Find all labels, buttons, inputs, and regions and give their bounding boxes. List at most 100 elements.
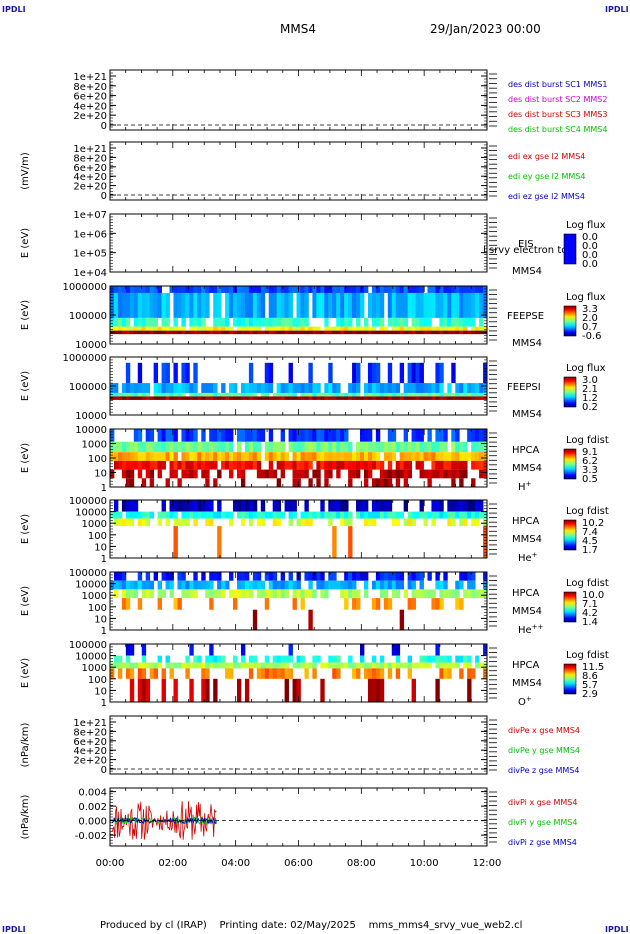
spectrogram-cell [149,452,155,461]
spectrogram-cell [403,383,409,393]
spectrogram-cell [213,511,218,519]
spectrogram-cell [360,655,365,663]
y-tick-label: 8e+20 [73,727,107,738]
spectrogram-cell [403,500,409,512]
spectrogram-cell [304,317,309,327]
spectrogram-cell [157,452,162,461]
y-tick-label: 10000 [75,508,107,519]
spectrogram-cell [276,292,282,318]
spectrogram-cell [280,662,286,669]
spectrogram-cell [292,317,297,327]
spectrogram-cell [240,326,246,331]
spectrogram-cell [451,518,456,527]
spectrogram-cell [328,511,333,519]
spectrogram-cell [447,589,452,599]
spectrogram-cell [260,500,266,512]
spectrogram-cell [320,396,325,400]
spectrogram-cell [233,460,238,470]
spectrogram-cell [443,292,448,318]
spectrogram-cell [459,330,464,335]
spectrogram-cell [276,500,282,512]
spectrogram-cell [197,580,202,590]
spectrogram-cell [244,460,250,470]
spectrogram-cell [316,441,321,453]
spectrogram-cell [141,286,147,293]
spectrogram-cell [455,511,460,519]
spectrogram-cell [316,286,321,293]
spectrogram-cell [304,511,309,519]
spectrogram-cell [387,392,393,397]
spectrogram-cell [427,326,432,331]
spectrogram-cell [260,286,266,293]
spectrogram-cell [379,317,385,327]
spectrogram-cell [221,655,226,663]
spectrogram-cell [217,326,222,331]
y-tick-label: 4e+20 [73,172,107,183]
spectrogram-cell [363,330,369,335]
spectrogram-hpca [110,572,488,630]
spectrogram-cell [252,383,258,393]
spectrogram-cell [296,678,301,702]
spectrogram-cell [110,429,115,442]
spectrogram-cell [371,330,377,335]
spectrogram-cell [447,518,452,527]
spectrogram-cell [304,518,309,527]
spectrogram-cell [137,429,143,442]
spectrogram-cell [395,326,401,331]
spectrogram-cell [467,396,472,400]
overlay-text: l srvy electron to [483,245,567,256]
spectrogram-cell [113,452,119,461]
spectrogram-cell [248,668,254,679]
spectrogram-cell [467,662,472,669]
spectrogram-cell [348,469,353,479]
spectrogram-cell [209,644,214,656]
spectrogram-cell [356,500,361,512]
spectrogram-cell [161,572,166,581]
spectrogram-cell [300,429,305,442]
spectrogram-cell [463,572,468,581]
spectrogram-cell [455,396,460,400]
spectrogram-cell [455,580,460,590]
y-tick-label: 1 [101,483,107,494]
spectrogram-cell [387,286,393,293]
spectrogram-cell [459,598,464,610]
spectrogram-cell [379,469,385,479]
spectrogram-cell [244,286,250,293]
spectrogram-cell [240,655,246,663]
series-line-divpi-y [111,815,217,825]
spectrogram-cell [296,589,301,599]
spectrogram-cell [117,441,123,453]
spectrogram-cell [256,429,262,442]
spectrogram-cell [467,383,472,393]
spectrogram-cell [217,429,222,442]
spectrogram-cell [356,460,361,470]
spectrogram-cell [233,392,238,397]
spectrogram-cell [268,572,274,581]
spectrogram-cell [439,500,444,512]
y-tick-label: 0 [101,121,107,132]
spectrogram-cell [363,429,369,442]
spectrogram-cell [423,383,428,393]
spectrogram-cell [479,452,484,461]
spectrogram-cell [471,518,476,527]
spectrogram-cell [201,668,206,679]
spectrogram-cell [189,580,194,590]
spectrogram-cell [177,286,182,293]
spectrogram-cell [149,429,155,442]
spectrogram-cell [375,330,381,335]
spectrogram-cell [483,383,488,393]
spectrogram-cell [435,326,440,331]
spectrogram-cell [149,662,155,669]
spectrogram-cell [264,396,270,400]
spectrogram-cell [336,662,341,669]
spectrogram-cell [197,286,202,293]
spectrogram-cell [300,286,305,293]
spectrogram-cell [423,589,428,599]
spectrogram-cell [137,668,143,679]
spectrogram-cell [117,330,123,335]
spectrogram-cell [312,292,317,318]
spectrogram-cell [308,460,313,470]
spectrogram-cell [189,383,194,393]
spectrogram-cell [260,518,266,527]
spectrogram-cell [236,396,242,400]
